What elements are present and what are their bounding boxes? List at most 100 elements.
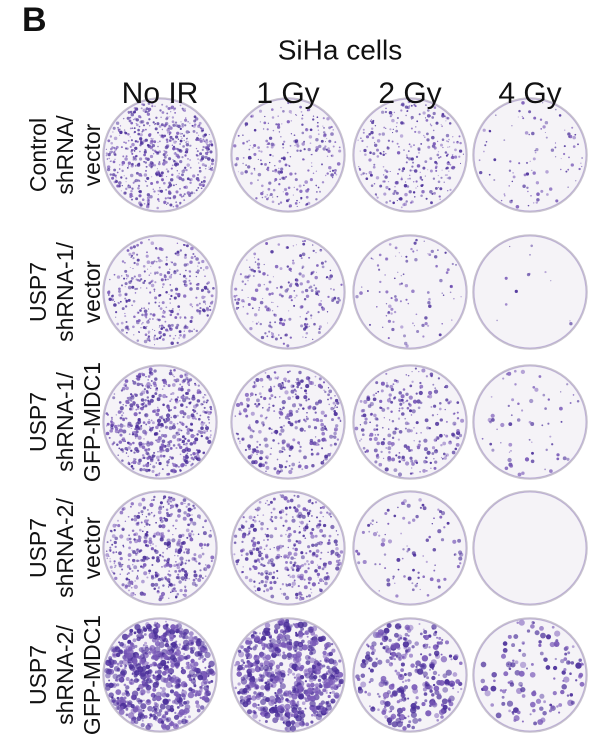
colony bbox=[162, 394, 167, 399]
colony bbox=[128, 252, 132, 256]
colony bbox=[322, 515, 324, 518]
colony bbox=[256, 440, 259, 443]
colony bbox=[154, 377, 158, 381]
colony bbox=[112, 673, 119, 680]
colony bbox=[192, 682, 197, 686]
colony bbox=[160, 278, 164, 282]
colony bbox=[127, 581, 130, 585]
colony bbox=[404, 427, 407, 430]
colony bbox=[376, 264, 380, 267]
colony bbox=[109, 135, 113, 138]
colony bbox=[288, 469, 293, 475]
colony bbox=[332, 145, 335, 148]
colony bbox=[524, 131, 529, 135]
colony bbox=[145, 623, 152, 630]
colony bbox=[327, 149, 331, 153]
colony bbox=[199, 414, 202, 417]
colony bbox=[294, 202, 298, 205]
colony bbox=[149, 145, 153, 150]
colony bbox=[526, 186, 529, 190]
colony bbox=[168, 124, 171, 128]
colony bbox=[443, 181, 445, 183]
colony bbox=[319, 506, 322, 509]
colony bbox=[432, 548, 437, 552]
colony bbox=[305, 128, 309, 132]
colony bbox=[355, 295, 359, 299]
colony bbox=[314, 569, 318, 573]
colony bbox=[335, 566, 340, 571]
colony bbox=[117, 431, 120, 434]
colony bbox=[185, 700, 190, 705]
colony bbox=[289, 172, 293, 176]
colony bbox=[521, 471, 525, 475]
colony bbox=[432, 383, 435, 386]
colony bbox=[124, 286, 126, 288]
colony bbox=[271, 335, 275, 339]
colony bbox=[410, 247, 413, 251]
colony bbox=[318, 302, 322, 307]
colony bbox=[278, 334, 280, 336]
colony bbox=[121, 160, 126, 165]
colony bbox=[545, 136, 548, 139]
colony bbox=[391, 445, 393, 447]
colony bbox=[277, 383, 282, 388]
colony bbox=[112, 173, 116, 177]
colony bbox=[440, 143, 443, 147]
colony bbox=[396, 122, 398, 124]
colony bbox=[317, 576, 319, 578]
colony bbox=[411, 467, 413, 469]
colony bbox=[204, 164, 207, 167]
colony bbox=[382, 166, 385, 168]
colony bbox=[115, 316, 117, 318]
colony bbox=[363, 420, 368, 425]
colony bbox=[115, 311, 118, 314]
colony bbox=[333, 407, 335, 410]
colony bbox=[296, 381, 301, 387]
colony bbox=[258, 321, 260, 323]
colony bbox=[233, 144, 237, 148]
colony bbox=[156, 168, 158, 170]
colony bbox=[260, 685, 266, 691]
colony bbox=[567, 186, 569, 188]
colony bbox=[170, 684, 174, 688]
colony bbox=[329, 434, 334, 439]
colony bbox=[276, 469, 280, 473]
colony bbox=[439, 187, 443, 191]
colony bbox=[568, 134, 573, 139]
colony bbox=[369, 432, 374, 437]
colony bbox=[397, 506, 399, 509]
colony bbox=[169, 721, 174, 727]
colony bbox=[446, 117, 450, 120]
colony bbox=[143, 279, 146, 282]
colony bbox=[415, 155, 419, 159]
colony bbox=[156, 337, 159, 341]
colony bbox=[264, 305, 268, 309]
colony bbox=[280, 106, 282, 109]
colony bbox=[158, 472, 161, 475]
colony bbox=[415, 392, 418, 395]
colony bbox=[165, 418, 167, 420]
colony bbox=[406, 110, 409, 113]
colony bbox=[160, 659, 167, 667]
colony bbox=[198, 162, 200, 164]
colony bbox=[514, 383, 517, 386]
colony bbox=[165, 383, 168, 386]
colony bbox=[175, 141, 177, 143]
colony bbox=[183, 109, 187, 112]
colony bbox=[296, 188, 299, 191]
colony bbox=[137, 312, 140, 314]
colony bbox=[428, 253, 432, 257]
colony bbox=[142, 421, 146, 424]
colony bbox=[186, 191, 191, 195]
colony bbox=[246, 397, 250, 402]
colony bbox=[429, 461, 432, 465]
colony bbox=[151, 469, 155, 473]
colony bbox=[189, 319, 193, 324]
colony bbox=[319, 557, 322, 560]
colony bbox=[151, 710, 155, 713]
colony bbox=[190, 246, 194, 251]
colony bbox=[134, 644, 138, 648]
colony bbox=[175, 519, 178, 522]
colony bbox=[131, 433, 135, 436]
colony bbox=[276, 569, 279, 573]
